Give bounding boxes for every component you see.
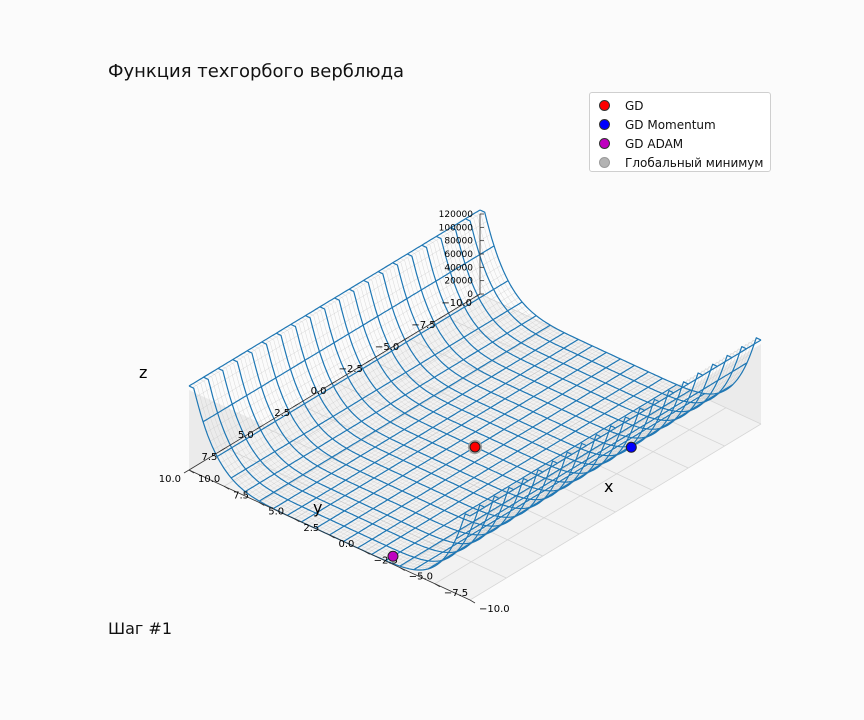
x-tick	[329, 534, 335, 539]
y-tick	[402, 337, 408, 342]
surface-wire-line	[217, 367, 500, 554]
legend-label-gd-momentum: GD Momentum	[625, 117, 716, 132]
y-tick-label: 7.5	[201, 452, 217, 463]
legend-marker-gd	[599, 100, 610, 111]
x-tick	[188, 469, 195, 474]
x-axis-label: x	[604, 477, 613, 496]
surface-wire-line	[276, 332, 558, 518]
x-tick-label: 7.5	[233, 490, 249, 501]
legend-marker-gd-adam	[599, 138, 610, 149]
surface-wire-line	[230, 301, 523, 479]
y-tick	[365, 359, 372, 364]
x-tick-label: 0.0	[339, 539, 355, 550]
x-tick-label: −2.5	[374, 555, 398, 566]
x-tick	[364, 550, 370, 555]
surface-wire-line	[301, 345, 593, 523]
surface-wire-line	[290, 323, 573, 510]
legend-item-gd-momentum: GD Momentum	[599, 115, 770, 134]
y-tick-label: 0.0	[311, 386, 327, 397]
surface-wire-line	[258, 324, 551, 502]
y-tick-label: 2.5	[274, 408, 290, 419]
y-tick	[183, 469, 190, 474]
point-gd	[469, 441, 481, 453]
z-tick-label: 0	[467, 290, 473, 300]
y-tick	[438, 315, 444, 320]
z-tick-label: 80000	[444, 237, 473, 247]
x-tick	[223, 485, 230, 490]
x-tick-label: −5.0	[409, 572, 433, 583]
legend: GD GD Momentum GD ADAM Глобальный миниму…	[589, 92, 771, 172]
point-gd-adam	[387, 550, 399, 562]
x-tick-label: −10.0	[479, 604, 510, 615]
legend-marker-gd-momentum	[599, 119, 610, 130]
surface-wire-line	[188, 209, 481, 387]
z-tick-label: 120000	[439, 210, 474, 220]
legend-label-gd: GD	[625, 98, 644, 113]
x-tick-label: 2.5	[303, 523, 319, 534]
surface-wire-line	[287, 338, 579, 516]
y-tick	[220, 447, 226, 452]
z-tick-label: 60000	[444, 250, 473, 260]
y-tick-label: 5.0	[238, 430, 254, 441]
x-tick	[294, 518, 300, 523]
y-tick-label: −10.0	[441, 298, 472, 309]
step-label: Шаг #1	[108, 619, 172, 638]
surface-wire-line	[216, 280, 509, 458]
y-tick-label: −5.0	[375, 342, 399, 353]
surface-wire-line	[202, 245, 495, 423]
y-tick-label: −2.5	[339, 364, 363, 375]
legend-item-gd: GD	[599, 96, 770, 115]
y-tick	[329, 381, 335, 386]
x-tick-label: 5.0	[268, 507, 284, 518]
trajectory-points	[387, 440, 637, 562]
surface-wire-line	[261, 341, 544, 527]
chart-title: Функция техгорбого верблюда	[108, 61, 405, 82]
x-tick	[434, 583, 441, 588]
surface-wire-line	[315, 351, 607, 529]
surface-wire-line	[272, 332, 565, 510]
x-tick-label: −7.5	[444, 588, 468, 599]
legend-item-gd-adam: GD ADAM	[599, 134, 770, 153]
surface-wire-line	[305, 315, 587, 501]
x-tick-label: 10.0	[198, 474, 220, 485]
legend-item-global-minimum: Глобальный минимум	[599, 153, 770, 172]
x-tick	[399, 567, 405, 571]
x-tick	[259, 502, 265, 506]
legend-label-gd-adam: GD ADAM	[625, 136, 684, 151]
z-tick-label: 40000	[444, 263, 473, 273]
y-tick	[256, 425, 262, 430]
z-tick-label: 20000	[444, 277, 473, 287]
y-tick-label: −7.5	[411, 320, 435, 331]
y-tick	[292, 403, 299, 408]
y-tick-label: 10.0	[159, 474, 181, 485]
surface-mesh	[188, 209, 762, 571]
z-tick-label: 100000	[439, 223, 474, 233]
z-axis-label: z	[139, 363, 147, 382]
surface-wire-line	[203, 376, 485, 562]
y-tick	[474, 293, 481, 298]
point-gd-momentum	[625, 441, 637, 453]
x-tick	[469, 599, 476, 604]
legend-label-global-minimum: Глобальный минимум	[625, 155, 764, 170]
surface-wire-line	[232, 359, 514, 545]
surface-wire-line	[246, 350, 529, 536]
y-axis-label: y	[313, 498, 322, 517]
surface-wire-line	[319, 306, 602, 492]
legend-marker-global-minimum	[599, 157, 610, 168]
axes: −10.0−7.5−5.0−2.50.02.55.07.510.0 x−10.0−…	[139, 210, 613, 615]
surface-wire-line	[244, 315, 537, 493]
